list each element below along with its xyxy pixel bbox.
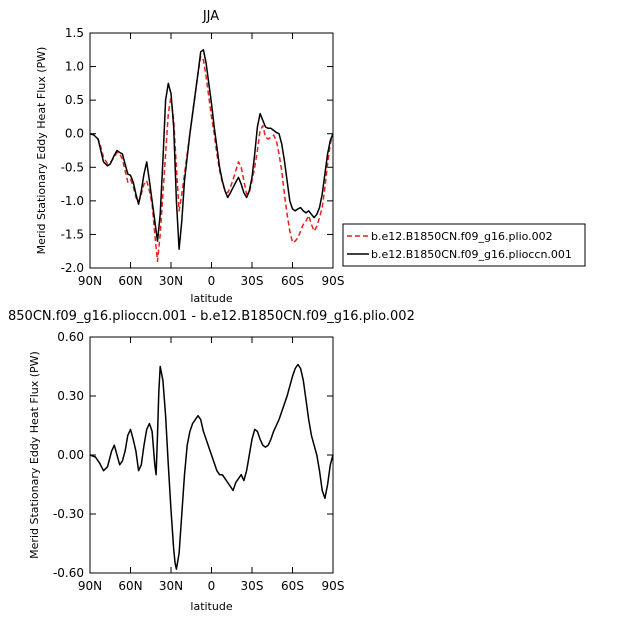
legend-label: b.e12.B1850CN.f09_g16.plioccn.001 <box>371 248 572 261</box>
y-tick-label: -1.5 <box>61 227 84 241</box>
series-line-1 <box>89 55 334 263</box>
x-tick-label: 0 <box>208 579 216 593</box>
y-tick-label: 0.0 <box>65 127 84 141</box>
x-axis-label: latitude <box>190 292 232 305</box>
x-tick-label: 90S <box>322 579 345 593</box>
y-tick-label: 0.30 <box>57 389 84 403</box>
legend-label: b.e12.B1850CN.f09_g16.plio.002 <box>371 230 553 243</box>
y-axis-label: Merid Stationary Eddy Heat Flux (PW) <box>35 47 48 255</box>
x-tick-label: 30S <box>241 579 264 593</box>
chart-title: JJA <box>202 9 219 24</box>
y-tick-label: -0.60 <box>53 566 84 580</box>
series-line-1 <box>89 363 334 570</box>
chart-title: 850CN.f09_g16.plioccn.001 - b.e12.B1850C… <box>8 309 415 324</box>
x-tick-label: 30S <box>241 274 264 288</box>
legend-box <box>342 223 586 267</box>
y-tick-label: -0.5 <box>61 160 84 174</box>
x-tick-label: 90N <box>78 579 102 593</box>
y-tick-label: 0.5 <box>65 93 84 107</box>
x-tick-label: 60N <box>118 579 142 593</box>
x-tick-label: 0 <box>208 274 216 288</box>
plot-frame <box>89 32 334 269</box>
x-tick-label: 30N <box>159 274 183 288</box>
y-tick-label: -2.0 <box>61 261 84 275</box>
chart-2: 850CN.f09_g16.plioccn.001 - b.e12.B1850C… <box>8 309 415 613</box>
chart-1: JJA 90N 60N 30N 0 30S 60S 90S -2.0 -1.5 -1.0 -0.5 0.… <box>35 9 586 305</box>
x-tick-label: 60S <box>281 579 304 593</box>
y-tick-label: 1.5 <box>65 26 84 40</box>
series-line-2 <box>89 49 334 250</box>
y-tick-label: -0.30 <box>53 507 84 521</box>
x-tick-label: 60N <box>118 274 142 288</box>
y-axis-label: Merid Stationary Eddy Heat Flux (PW) <box>28 351 41 559</box>
x-tick-label: 90N <box>78 274 102 288</box>
legend: b.e12.B1850CN.f09_g16.plio.002 b.e12.B185… <box>342 223 586 267</box>
y-tick-label: 0.00 <box>57 448 84 462</box>
y-tick-label: -1.0 <box>61 194 84 208</box>
x-axis-label: latitude <box>190 600 232 613</box>
x-tick-label: 30N <box>159 579 183 593</box>
y-tick-label: 1.0 <box>65 60 84 74</box>
x-tick-label: 60S <box>281 274 304 288</box>
y-tick-label: 0.60 <box>57 330 84 344</box>
x-tick-label: 90S <box>322 274 345 288</box>
